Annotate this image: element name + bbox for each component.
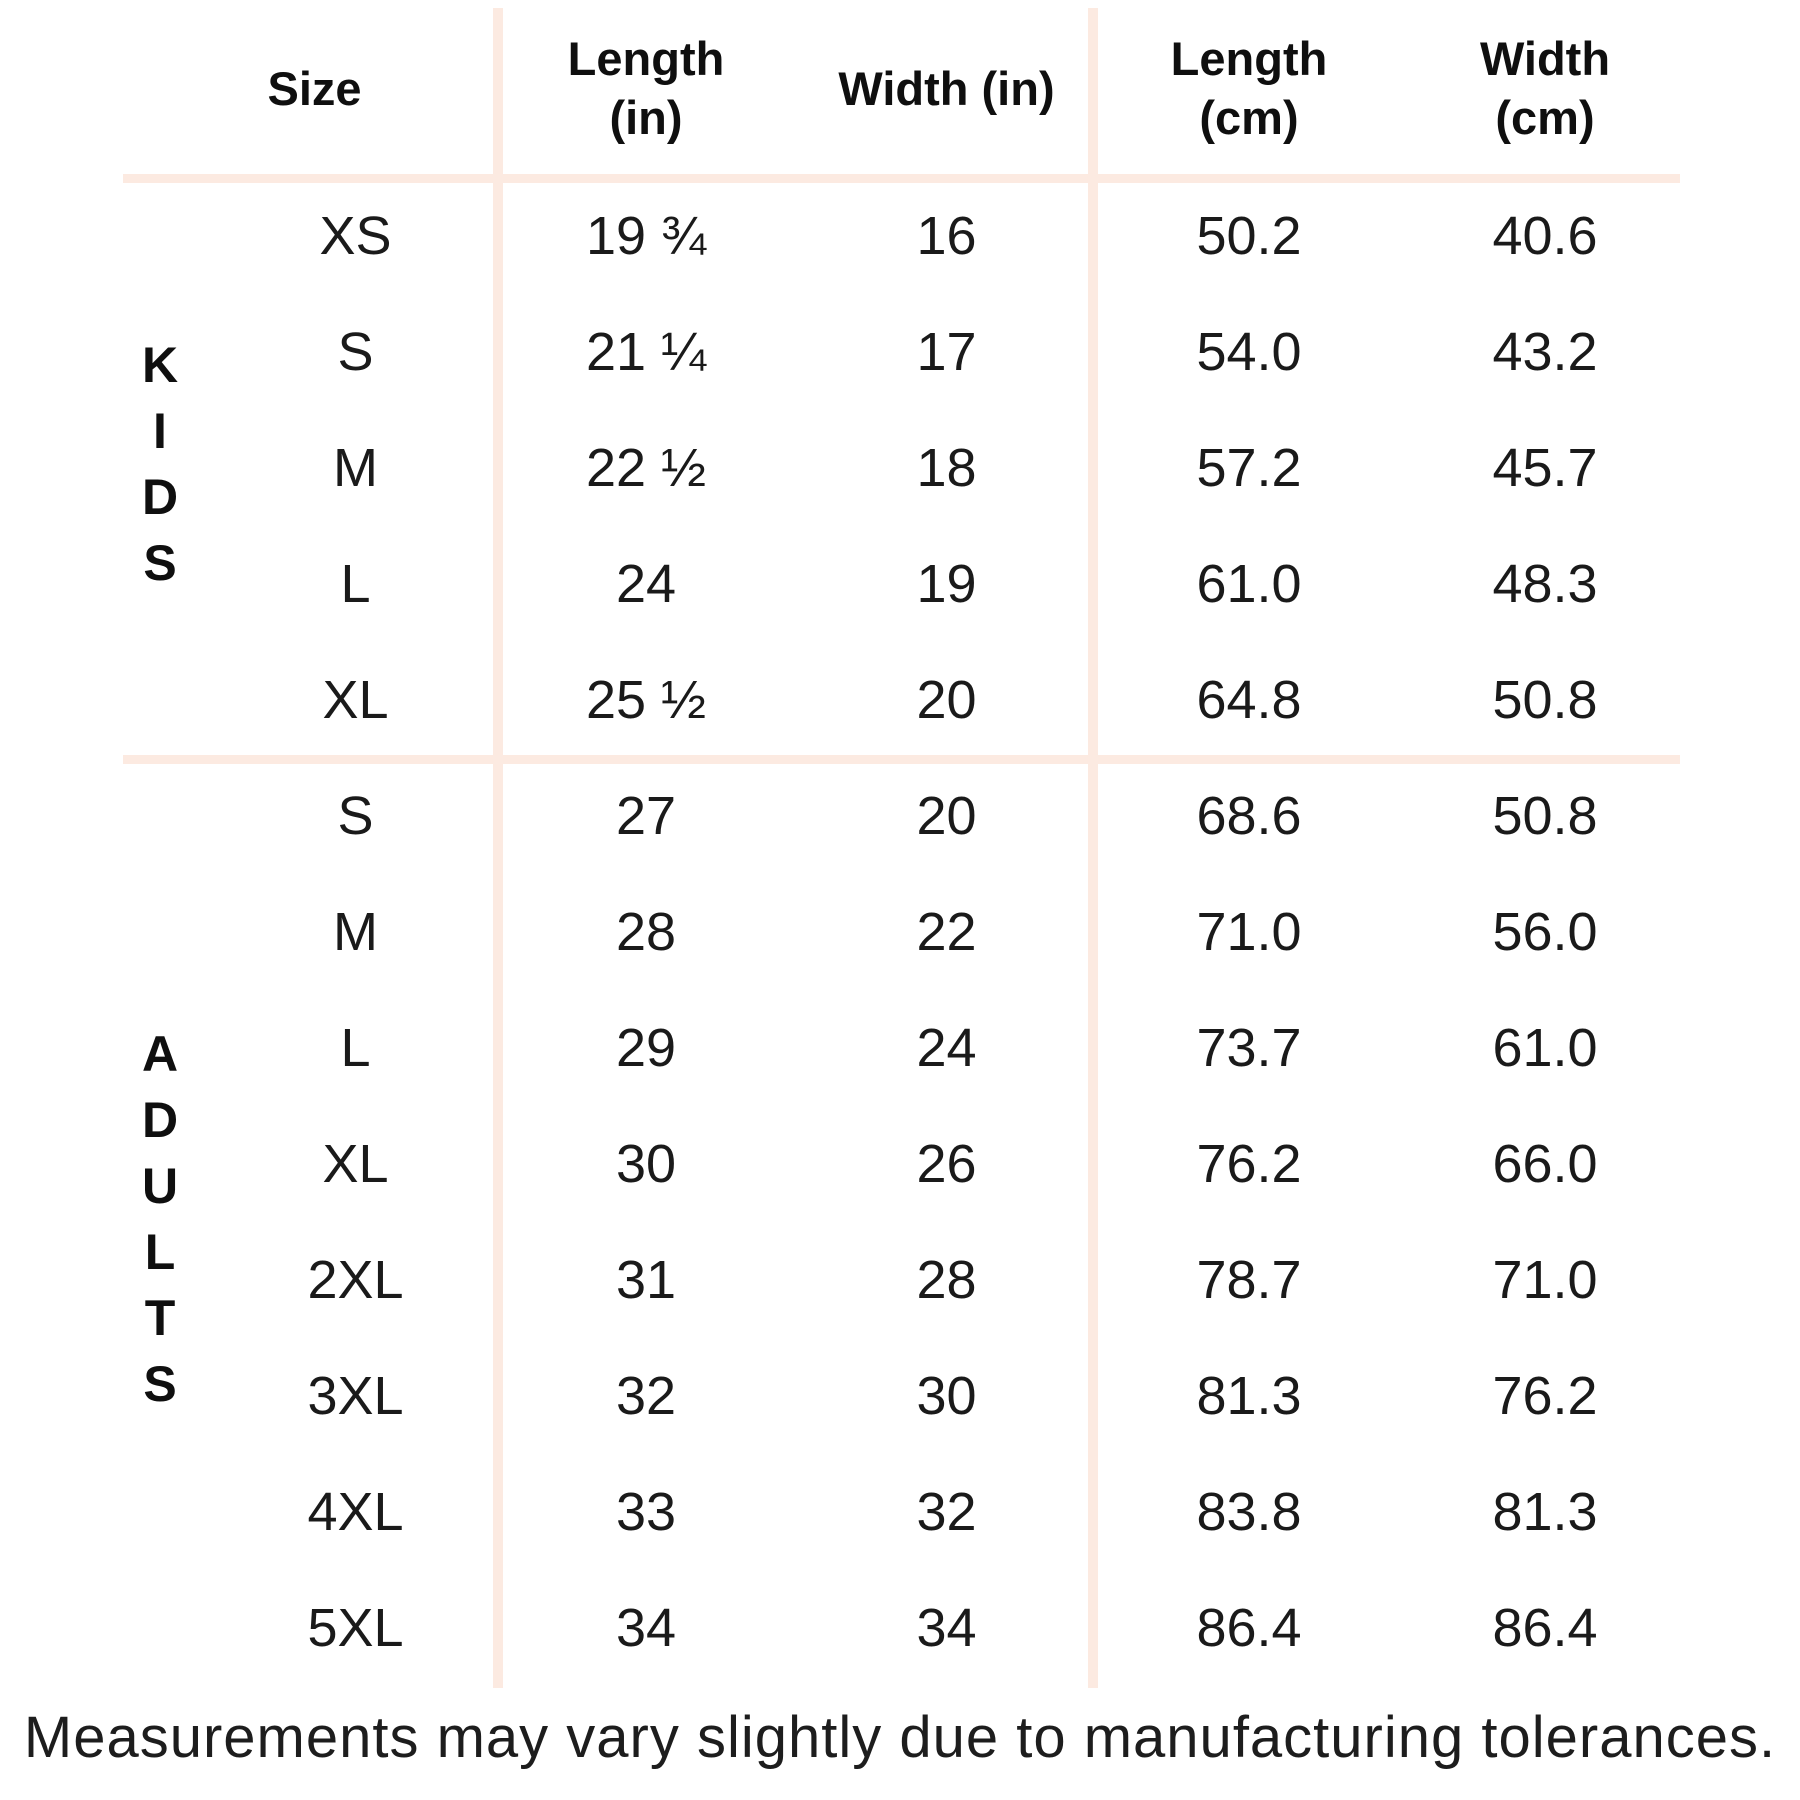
- row-size-label: M: [333, 438, 378, 498]
- table-cell: 56.0: [1492, 902, 1598, 962]
- table-cell: 19 ¾: [585, 206, 707, 266]
- table-cell: 21 ¼: [585, 322, 707, 382]
- header-length-cm: Length (cm): [1170, 32, 1328, 144]
- divider-vertical-2: [1088, 8, 1098, 1688]
- table-cell: 50.8: [1492, 786, 1598, 846]
- table-cell: 26: [916, 1134, 977, 1194]
- table-cell: 20: [916, 670, 977, 730]
- table-cell: 76.2: [1492, 1366, 1598, 1426]
- table-cell: 22 ½: [585, 438, 707, 498]
- table-cell: 61.0: [1196, 554, 1302, 614]
- table-cell: 86.4: [1196, 1598, 1302, 1658]
- row-size-label: S: [337, 786, 374, 846]
- table-cell: 24: [916, 1018, 977, 1078]
- row-size-label: 5XL: [307, 1598, 404, 1658]
- header-length-in: Length (in): [567, 32, 725, 144]
- table-cell: 48.3: [1492, 554, 1598, 614]
- table-cell: 19: [916, 554, 977, 614]
- table-cell: 40.6: [1492, 206, 1598, 266]
- table-cell: 50.2: [1196, 206, 1302, 266]
- table-cell: 81.3: [1492, 1482, 1598, 1542]
- table-cell: 34: [916, 1598, 977, 1658]
- table-cell: 31: [615, 1250, 677, 1310]
- table-cell: 22: [916, 902, 977, 962]
- table-cell: 73.7: [1196, 1018, 1302, 1078]
- group-label-adults: ADULTS: [110, 760, 210, 1688]
- table-cell: 71.0: [1196, 902, 1302, 962]
- table-cell: 28: [615, 902, 677, 962]
- row-size-label: XS: [319, 206, 392, 266]
- group-label-adults-text: ADULTS: [132, 1026, 188, 1422]
- header-width-in: Width (in): [838, 61, 1055, 115]
- table-cell: 32: [615, 1366, 677, 1426]
- row-size-label: M: [333, 902, 378, 962]
- table-cell: 17: [916, 322, 977, 382]
- table-cell: 81.3: [1196, 1366, 1302, 1426]
- divider-horizontal-sections: [123, 755, 1680, 764]
- table-cell: 29: [615, 1018, 677, 1078]
- header-size: Size: [267, 61, 362, 115]
- row-size-label: S: [337, 322, 374, 382]
- divider-horizontal-header: [123, 174, 1680, 183]
- row-size-label: 2XL: [307, 1250, 404, 1310]
- size-chart-table: Size Length (in) Width (in) Length (cm) …: [110, 0, 1690, 1686]
- table-cell: 86.4: [1492, 1598, 1598, 1658]
- table-cell: 27: [615, 786, 677, 846]
- table-cell: 24: [615, 554, 677, 614]
- table-cell: 25 ½: [585, 670, 707, 730]
- table-cell: 20: [916, 786, 977, 846]
- table-cell: 71.0: [1492, 1250, 1598, 1310]
- table-cell: 34: [615, 1598, 677, 1658]
- row-size-label: 4XL: [307, 1482, 404, 1542]
- table-cell: 61.0: [1492, 1018, 1598, 1078]
- table-cell: 30: [916, 1366, 977, 1426]
- table-cell: 18: [916, 438, 977, 498]
- table-cell: 78.7: [1196, 1250, 1302, 1310]
- table-cell: 16: [916, 206, 977, 266]
- row-size-label: 3XL: [307, 1366, 404, 1426]
- table-cell: 83.8: [1196, 1482, 1302, 1542]
- table-cell: 32: [916, 1482, 977, 1542]
- group-label-kids: KIDS: [110, 178, 210, 760]
- divider-vertical-1: [493, 8, 503, 1688]
- table-cell: 57.2: [1196, 438, 1302, 498]
- row-size-label: L: [340, 1018, 371, 1078]
- table-cell: 30: [615, 1134, 677, 1194]
- table-cell: 43.2: [1492, 322, 1598, 382]
- footer-note: Measurements may vary slightly due to ma…: [23, 1705, 1777, 1770]
- table-cell: 64.8: [1196, 670, 1302, 730]
- table-cell: 50.8: [1492, 670, 1598, 730]
- table-cell: 28: [916, 1250, 977, 1310]
- header-width-cm: Width (cm): [1479, 32, 1611, 144]
- group-label-kids-text: KIDS: [132, 337, 188, 601]
- table-cell: 66.0: [1492, 1134, 1598, 1194]
- table-cell: 68.6: [1196, 786, 1302, 846]
- row-size-label: XL: [322, 1134, 389, 1194]
- table-cell: 45.7: [1492, 438, 1598, 498]
- table-cell: 33: [615, 1482, 677, 1542]
- row-size-label: XL: [322, 670, 389, 730]
- table-cell: 76.2: [1196, 1134, 1302, 1194]
- table-cell: 54.0: [1196, 322, 1302, 382]
- row-size-label: L: [340, 554, 371, 614]
